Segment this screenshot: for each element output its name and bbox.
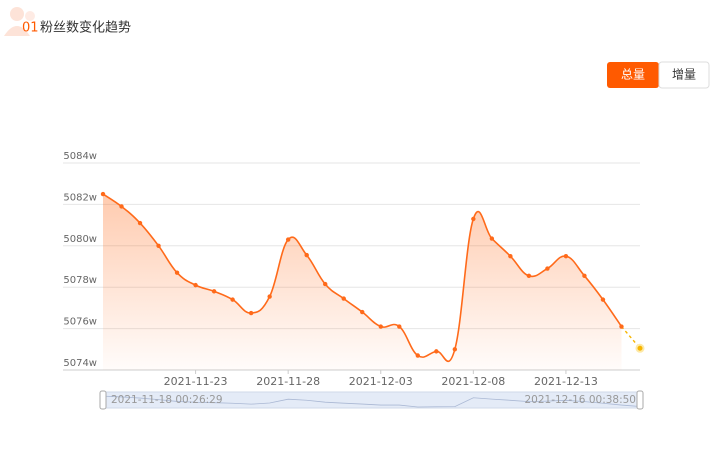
slider-handle bbox=[636, 390, 644, 410]
x-tick-label: 2021-11-28 bbox=[256, 375, 320, 388]
point bbox=[193, 282, 198, 288]
point bbox=[304, 252, 309, 258]
point bbox=[434, 349, 439, 354]
plot: 5074w 5076w 5078w 5080w 5082w 5084w 2021-11-23… bbox=[63, 151, 645, 410]
x-tick-label: 2021-11-23 bbox=[164, 375, 228, 388]
y-tick-label: 5078w bbox=[63, 275, 97, 286]
slider-start: 2021-11-18 00:26:29 bbox=[111, 394, 223, 406]
point bbox=[489, 236, 495, 241]
y-tick-label: 5080w bbox=[63, 234, 97, 245]
point bbox=[452, 347, 458, 352]
point bbox=[397, 324, 402, 329]
y-tick-label: 5084w bbox=[63, 151, 97, 162]
point bbox=[378, 324, 383, 329]
point bbox=[582, 273, 587, 279]
y-tick-label: 5082w bbox=[63, 192, 97, 203]
point bbox=[619, 324, 624, 329]
point bbox=[267, 294, 272, 299]
point bbox=[635, 343, 645, 353]
button-label[interactable]: 总量 bbox=[621, 68, 645, 82]
point bbox=[415, 353, 420, 358]
header-title: 粉丝数变化趋势 bbox=[40, 20, 131, 36]
point bbox=[248, 310, 254, 316]
forecast-line bbox=[620, 326, 641, 349]
point bbox=[600, 297, 606, 302]
point bbox=[563, 253, 569, 259]
point bbox=[360, 309, 365, 315]
area bbox=[103, 194, 622, 370]
header-number: 01 bbox=[22, 21, 39, 36]
point bbox=[545, 266, 550, 271]
x-tick-label: 2021-12-08 bbox=[441, 375, 505, 388]
button-total[interactable] bbox=[607, 62, 659, 88]
slider-end: 2021-12-16 00:38:50 bbox=[524, 394, 636, 406]
slider-handle bbox=[99, 390, 107, 410]
slider-line bbox=[102, 395, 641, 408]
point bbox=[137, 220, 143, 226]
point bbox=[508, 253, 513, 259]
x-tick-label: 2021-12-13 bbox=[534, 375, 598, 388]
point bbox=[211, 289, 217, 294]
point bbox=[471, 216, 476, 222]
point bbox=[230, 297, 235, 302]
point bbox=[323, 281, 328, 287]
point bbox=[341, 296, 346, 301]
y-tick-label: 5074w bbox=[63, 358, 97, 369]
point bbox=[526, 273, 532, 279]
point bbox=[156, 243, 161, 248]
x-tick-label: 2021-12-03 bbox=[349, 375, 413, 388]
button-label[interactable]: 增量 bbox=[672, 68, 696, 82]
point bbox=[285, 237, 291, 242]
y-tick-label: 5076w bbox=[63, 317, 97, 328]
button-increment[interactable] bbox=[658, 61, 710, 89]
point bbox=[100, 191, 106, 197]
header-icon bbox=[4, 7, 35, 36]
point bbox=[119, 204, 124, 209]
point bbox=[174, 270, 180, 275]
line bbox=[102, 193, 623, 363]
